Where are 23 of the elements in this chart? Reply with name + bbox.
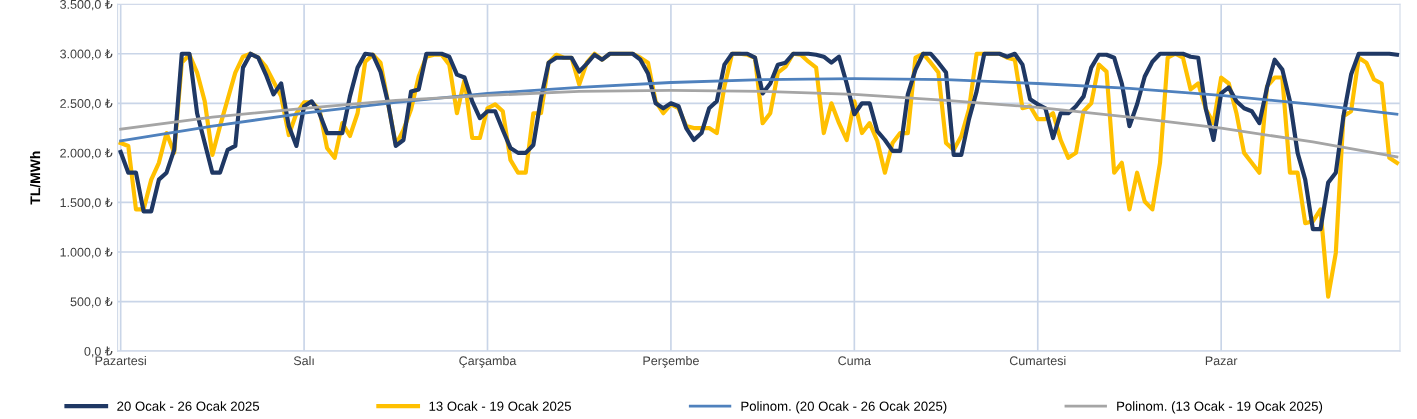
- y-tick-label: 2.000,0 ₺: [60, 148, 113, 159]
- x-tick-label: Çarşamba: [459, 355, 517, 368]
- y-axis-title: TL/MWh: [30, 151, 41, 205]
- y-tick-label: 3.000,0 ₺: [60, 49, 113, 60]
- x-tick-label: Cumartesi: [1009, 355, 1066, 366]
- x-tick-label: Salı: [293, 355, 314, 366]
- legend-label: Polinom. (13 Ocak - 19 Ocak 2025): [1117, 401, 1323, 414]
- y-tick-label: 3.500,0 ₺: [60, 0, 113, 11]
- x-tick-label: Cuma: [838, 356, 871, 366]
- legend-label: Polinom. (20 Ocak - 26 Ocak 2025): [741, 401, 947, 414]
- y-tick-label: 500,0 ₺: [70, 296, 113, 308]
- x-tick-label: Pazar: [1205, 356, 1238, 366]
- legend-label: 20 Ocak - 26 Ocak 2025: [117, 401, 260, 411]
- x-tick-label: Pazartesi: [95, 355, 146, 366]
- y-tick-label: 1.000,0 ₺: [60, 247, 113, 259]
- legend-label: 13 Ocak - 19 Ocak 2025: [429, 401, 571, 411]
- x-tick-label: Perşembe: [643, 355, 699, 368]
- line-series: [119, 77, 1399, 143]
- y-tick-label: 2.500,0 ₺: [60, 98, 113, 110]
- line-series: [118, 51, 1400, 232]
- line-series: [119, 89, 1399, 159]
- y-tick-label: 1.500,0 ₺: [60, 197, 113, 209]
- y-tick-label: 0,0 ₺: [84, 346, 113, 358]
